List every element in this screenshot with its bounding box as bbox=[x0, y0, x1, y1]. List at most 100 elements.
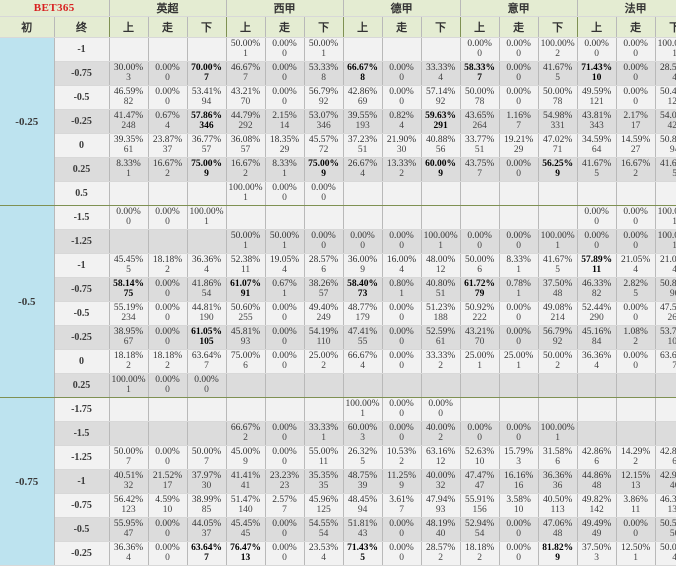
cell-percent: 0.00% bbox=[623, 230, 648, 241]
league-header-4: 法甲 bbox=[577, 0, 676, 17]
data-cell bbox=[109, 181, 149, 206]
cell-count: 0 bbox=[282, 432, 287, 443]
cell-count: 57 bbox=[240, 144, 251, 155]
cell-percent: 0.00% bbox=[467, 38, 492, 49]
row-label--0.25: -0.25 bbox=[54, 541, 110, 566]
cell-count: 70 bbox=[474, 336, 485, 347]
cell-count: 4 bbox=[633, 264, 639, 275]
cell-count: 4 bbox=[126, 552, 131, 563]
cell-percent: 50.85% bbox=[660, 278, 676, 289]
cell-percent: 59.63% bbox=[425, 110, 457, 121]
cell-percent: 0.78% bbox=[506, 278, 531, 289]
data-cell: 10.53% 2 bbox=[382, 445, 422, 470]
data-cell: 0.00% 0 bbox=[577, 37, 617, 62]
cell-percent: 2.17% bbox=[623, 110, 648, 121]
table-row: -0.25 41.47% 248 0.67% 4 57.86% 346 44.79% 292 2.… bbox=[0, 109, 676, 134]
table-row: -1.5 66.67% 2 0.00% 0 33.33% 1 60.00% 3 0.00% 0 40.… bbox=[0, 421, 676, 446]
cell-count: 94 bbox=[357, 504, 368, 515]
cell-percent: 63.64% bbox=[660, 350, 676, 361]
cell-count: 3 bbox=[516, 456, 521, 467]
data-cell bbox=[382, 37, 422, 62]
row-label--0.75: -0.75 bbox=[54, 493, 110, 518]
cell-percent: 18.35% bbox=[269, 134, 300, 145]
data-cell: 33.77% 51 bbox=[460, 133, 500, 158]
table-row: -0.25 36.36% 4 0.00% 0 63.64% 7 76.47% 13 0.00% 0 2… bbox=[0, 541, 676, 566]
table-header: BET365 英超 西甲 德甲 意甲 法甲 初 终 上 走 下 上 走 下 上 … bbox=[0, 0, 676, 38]
cell-count: 0 bbox=[282, 312, 287, 323]
data-cell: 41.67%5 bbox=[538, 61, 578, 86]
table-row: 0 39.35% 61 23.87% 37 36.77% 57 36.08% 57 18.35% 2… bbox=[0, 133, 676, 158]
cell-percent: 0.00% bbox=[272, 62, 297, 73]
cell-percent: 26.32% bbox=[347, 446, 378, 457]
data-cell: 0.00% 0 bbox=[499, 301, 539, 326]
cell-percent: 35.35% bbox=[308, 470, 339, 481]
cell-count: 2 bbox=[126, 360, 131, 371]
data-cell bbox=[304, 373, 344, 398]
cell-count: 40 bbox=[435, 528, 446, 539]
data-cell: 0.82% 4 bbox=[382, 109, 422, 134]
data-cell: 75.00% 6 bbox=[226, 349, 266, 374]
data-cell: 8.33% 1 bbox=[265, 157, 305, 182]
cell-percent: 43.65% bbox=[464, 110, 495, 121]
data-cell: 36.36% 4 bbox=[577, 349, 617, 374]
data-cell: 53.76%100 bbox=[655, 325, 676, 350]
cell-count: 56 bbox=[435, 144, 446, 155]
data-cell: 66.67% 4 bbox=[343, 349, 383, 374]
header-row-outcomes: 初 终 上 走 下 上 走 下 上 走 下 上 走 下 上 走 下 bbox=[0, 16, 676, 38]
cell-percent: 36.36% bbox=[191, 254, 222, 265]
cell-percent: 51.23% bbox=[425, 302, 456, 313]
data-cell: 49.82% 142 bbox=[577, 493, 617, 518]
cell-count: 0 bbox=[204, 384, 209, 395]
cell-count: 1 bbox=[656, 217, 676, 228]
data-cell: 0.00% 0 bbox=[148, 373, 188, 398]
cell-percent: 25.00% bbox=[503, 350, 534, 361]
data-cell: 2.57% 7 bbox=[265, 493, 305, 518]
data-cell bbox=[577, 373, 617, 398]
data-cell: 0.00% 0 bbox=[382, 397, 422, 422]
data-cell: 37.50% 3 bbox=[577, 541, 617, 566]
cell-count: 90 bbox=[669, 288, 676, 299]
cell-count: 3 bbox=[360, 432, 365, 443]
cell-count: 179 bbox=[355, 312, 370, 323]
cell-count: 61 bbox=[435, 336, 446, 347]
cell-count: 1 bbox=[656, 49, 676, 60]
table-row: -0.75 56.42% 123 4.59% 10 38.99% 85 51.47% 140 2.… bbox=[0, 493, 676, 518]
cell-percent: 50.00% bbox=[542, 86, 573, 97]
cell-count: 123 bbox=[667, 96, 676, 107]
cell-count: 78 bbox=[474, 96, 485, 107]
col-header-down-3: 下 bbox=[538, 16, 578, 38]
data-cell: 23.53% 4 bbox=[304, 541, 344, 566]
data-cell: 58.33% 7 bbox=[460, 61, 500, 86]
cell-count: 0 bbox=[594, 240, 600, 251]
data-cell: 44.81% 190 bbox=[187, 301, 227, 326]
cell-count: 51 bbox=[357, 144, 368, 155]
data-cell bbox=[265, 205, 305, 230]
data-cell: 0.00% 0 bbox=[616, 85, 656, 110]
data-cell: 0.00% 0 bbox=[265, 37, 305, 62]
data-cell: 55.19% 234 bbox=[109, 301, 149, 326]
table-row: -0.5 55.95% 47 0.00% 0 44.05% 37 45.45% 45 0.00% 0… bbox=[0, 517, 676, 542]
cell-percent: 38.95% bbox=[113, 326, 144, 337]
cell-count: 2 bbox=[555, 360, 560, 371]
col-header-draw-1: 走 bbox=[265, 16, 305, 38]
col-header-up-3: 上 bbox=[460, 16, 500, 38]
data-cell: 16.67% 2 bbox=[148, 157, 188, 182]
cell-count: 9 bbox=[555, 168, 560, 179]
cell-count: 47 bbox=[474, 480, 485, 491]
data-cell: 43.65% 264 bbox=[460, 109, 500, 134]
cell-count: 0 bbox=[165, 288, 170, 299]
cell-percent: 0.00% bbox=[428, 398, 453, 409]
cell-count: 0 bbox=[399, 336, 404, 347]
cell-count: 132 bbox=[667, 504, 676, 515]
cell-count: 105 bbox=[199, 336, 214, 347]
cell-percent: 40.51% bbox=[113, 470, 144, 481]
cell-percent: 3.86% bbox=[623, 494, 648, 505]
cell-count: 2 bbox=[438, 432, 443, 443]
data-cell: 16.00% 4 bbox=[382, 253, 422, 278]
cell-percent: 40.00% bbox=[425, 470, 456, 481]
data-cell: 46.67% 7 bbox=[226, 61, 266, 86]
cell-percent: 60.00% bbox=[425, 158, 457, 169]
data-cell: 52.63% 10 bbox=[460, 445, 500, 470]
cell-percent: 52.38% bbox=[230, 254, 261, 265]
cell-count: 92 bbox=[552, 336, 563, 347]
